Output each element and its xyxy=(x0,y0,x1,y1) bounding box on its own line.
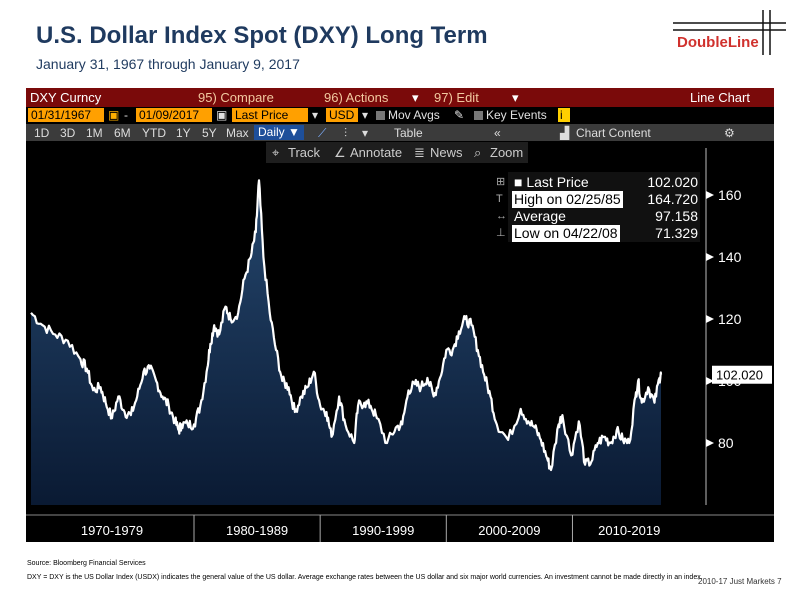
checkbox-icon xyxy=(376,111,385,121)
legend-label: ■ Last Price xyxy=(514,174,589,190)
end-date-field[interactable]: 01/09/2017 xyxy=(136,108,212,122)
edit-menu[interactable]: 97) Edit xyxy=(434,90,479,105)
legend-value: 71.329 xyxy=(655,225,698,241)
calendar-icon[interactable]: ▣ xyxy=(216,108,228,122)
period-6m[interactable]: 6M xyxy=(114,126,131,140)
y-tick-label: 160 xyxy=(718,187,742,203)
chart-type-label: Line Chart xyxy=(690,90,750,105)
currency-select[interactable]: USD xyxy=(326,108,358,122)
x-tick-label: 1990-1999 xyxy=(352,523,414,538)
logo-grid-lines xyxy=(673,10,786,55)
logo: DoubleLine xyxy=(677,34,759,51)
legend-label: High on 02/25/85 xyxy=(512,191,623,208)
dropdown-icon[interactable]: ▾ xyxy=(362,126,369,140)
zoom-icon: ⌕ xyxy=(474,145,482,160)
frequency-select[interactable]: Daily ▼ xyxy=(254,125,304,140)
table-button[interactable]: Table xyxy=(394,126,423,140)
definition-note: DXY = DXY is the US Dollar Index (USDX) … xyxy=(27,574,703,581)
y-tick-label: 140 xyxy=(718,249,742,265)
date-separator: - xyxy=(124,108,128,122)
mov-avgs-label: Mov Avgs xyxy=(388,108,440,122)
legend-value: 164.720 xyxy=(647,191,698,207)
security-field[interactable]: DXY Curncy xyxy=(30,90,102,105)
compare-menu[interactable]: 95) Compare xyxy=(198,90,274,105)
key-events-toggle[interactable]: Key Events xyxy=(474,108,547,122)
x-tick-label: 2010-2019 xyxy=(598,523,660,538)
crosshair-icon: ⌖ xyxy=(272,145,280,160)
zoom-button[interactable]: Zoom xyxy=(490,145,524,160)
period-5y[interactable]: 5Y xyxy=(202,126,217,140)
legend-last-price: ⊞ ■ Last Price 102.020 xyxy=(496,174,700,191)
checkbox-icon xyxy=(474,111,483,121)
y-tick-mark xyxy=(706,439,714,447)
legend-marker-icon: T xyxy=(496,193,503,205)
line-style-icon[interactable]: ⟋ xyxy=(318,126,327,140)
bloomberg-terminal-panel: DXY Curncy 95) Compare 96) Actions ▾ 97)… xyxy=(26,88,774,542)
bar-style-icon[interactable]: ⫶ xyxy=(344,126,348,140)
edit-dropdown-icon: ▾ xyxy=(512,90,519,105)
terminal-controls-bar: 01/31/1967 ▣ - 01/09/2017 ▣ Last Price ▾… xyxy=(26,107,774,124)
chart-content-button[interactable]: Chart Content xyxy=(576,126,651,140)
series-line xyxy=(30,179,663,472)
y-tick-mark xyxy=(706,377,714,385)
x-tick-label: 1970-1979 xyxy=(81,523,143,538)
period-3d[interactable]: 3D xyxy=(60,126,76,140)
legend-value: 97.158 xyxy=(655,208,698,224)
field-select[interactable]: Last Price xyxy=(232,108,308,122)
news-button[interactable]: News xyxy=(430,145,463,160)
mov-avgs-toggle[interactable]: Mov Avgs xyxy=(376,108,440,122)
legend-value: 102.020 xyxy=(647,174,698,190)
y-tick-mark xyxy=(706,191,714,199)
y-tick-label: 80 xyxy=(718,435,734,451)
track-button[interactable]: Track xyxy=(288,145,321,160)
period-ytd[interactable]: YTD xyxy=(142,126,166,140)
period-1d[interactable]: 1D xyxy=(34,126,50,140)
collapse-icon[interactable]: « xyxy=(494,126,501,140)
page-footer: 2010-17 Just Markets 7 xyxy=(698,577,782,586)
x-tick-label: 2000-2009 xyxy=(478,523,540,538)
last-value-box xyxy=(712,365,772,384)
actions-menu[interactable]: 96) Actions xyxy=(324,90,389,105)
gear-icon[interactable]: ⚙ xyxy=(724,126,735,140)
period-max[interactable]: Max xyxy=(226,126,249,140)
area-fill xyxy=(31,180,662,505)
page-subtitle: January 31, 1967 through January 9, 2017 xyxy=(36,56,300,72)
info-icon[interactable]: i xyxy=(558,108,570,122)
news-icon: ≣ xyxy=(414,145,425,160)
legend-label: Low on 04/22/08 xyxy=(512,225,620,242)
last-value-label: 102.020 xyxy=(716,368,763,383)
legend-marker-icon: ⊞ xyxy=(496,176,506,188)
y-tick-mark xyxy=(706,253,714,261)
x-tick-label: 1980-1989 xyxy=(226,523,288,538)
terminal-header-bar: DXY Curncy 95) Compare 96) Actions ▾ 97)… xyxy=(26,88,774,107)
pencil-icon[interactable]: ✎ xyxy=(454,108,465,122)
legend-marker-icon: ⊥ xyxy=(496,227,506,239)
y-tick-mark xyxy=(706,315,714,323)
period-bar: 1D 3D 1M 6M YTD 1Y 5Y Max Daily ▼ ⟋ ⫶ ▾ … xyxy=(26,124,774,141)
chart-content-icon: ▟ xyxy=(560,126,570,140)
dxy-area-chart: 80100120140160102.0201970-19791980-19891… xyxy=(26,148,774,542)
source-note: Source: Bloomberg Financial Services xyxy=(27,560,146,567)
legend-label: Average xyxy=(514,208,566,224)
actions-dropdown-icon: ▾ xyxy=(412,90,419,105)
dropdown-icon[interactable]: ▾ xyxy=(312,108,319,122)
annotate-button[interactable]: Annotate xyxy=(350,145,403,160)
key-events-label: Key Events xyxy=(486,108,547,122)
start-date-field[interactable]: 01/31/1967 xyxy=(28,108,104,122)
legend-high: T High on 02/25/85 164.720 xyxy=(496,191,700,208)
period-1y[interactable]: 1Y xyxy=(176,126,191,140)
legend-marker-icon: ↔ xyxy=(496,210,507,222)
chart-toolbar: ⌖ Track ∠ Annotate ≣ News ⌕ Zoom xyxy=(266,142,528,163)
calendar-icon[interactable]: ▣ xyxy=(108,108,120,122)
legend-average: ↔ Average 97.158 xyxy=(496,208,700,225)
chart-legend: ⊞ ■ Last Price 102.020 T High on 02/25/8… xyxy=(496,172,700,242)
period-1m[interactable]: 1M xyxy=(86,126,103,140)
legend-low: ⊥ Low on 04/22/08 71.329 xyxy=(496,225,700,242)
y-tick-label: 120 xyxy=(718,311,742,327)
annotate-icon: ∠ xyxy=(334,145,346,160)
page-title: U.S. Dollar Index Spot (DXY) Long Term xyxy=(36,22,488,49)
dropdown-icon[interactable]: ▾ xyxy=(362,108,369,122)
